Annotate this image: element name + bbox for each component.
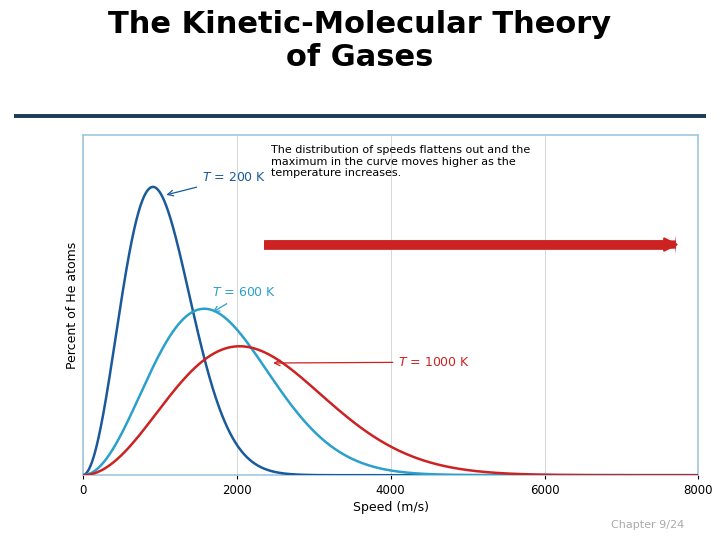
Y-axis label: Percent of He atoms: Percent of He atoms: [66, 241, 78, 369]
X-axis label: Speed (m/s): Speed (m/s): [353, 502, 428, 515]
Text: The distribution of speeds flattens out and the
maximum in the curve moves highe: The distribution of speeds flattens out …: [271, 145, 531, 178]
Text: $T$ = 600 K: $T$ = 600 K: [212, 286, 276, 312]
Text: $T$ = 1000 K: $T$ = 1000 K: [274, 356, 471, 369]
Text: $T$ = 200 K: $T$ = 200 K: [168, 171, 266, 196]
Text: The Kinetic-Molecular Theory
of Gases: The Kinetic-Molecular Theory of Gases: [109, 10, 611, 72]
Text: Chapter 9/24: Chapter 9/24: [611, 520, 684, 530]
